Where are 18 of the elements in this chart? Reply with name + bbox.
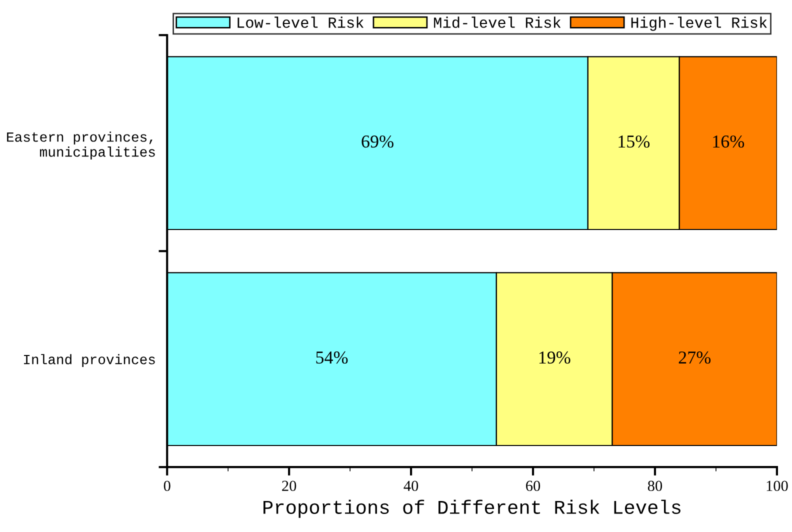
x-tick-label: 20 [282, 480, 296, 492]
data-label: 16% [713, 135, 744, 148]
x-axis-title: Proportions of Different Risk Levels [264, 500, 680, 518]
data-label: 27% [678, 351, 711, 364]
y-tick-label: Eastern provinces, municipalities [7, 132, 155, 160]
x-tick-label: 0 [164, 480, 170, 492]
x-tick-label: 80 [648, 480, 662, 492]
data-label: 69% [362, 135, 394, 148]
y-tick-label: Inland provinces [24, 354, 155, 368]
x-tick-label: 60 [526, 480, 540, 492]
legend-label: High-level Risk [631, 16, 767, 31]
x-tick-label: 40 [404, 480, 418, 492]
data-label: 15% [618, 135, 650, 148]
legend-label: Mid-level Risk [434, 16, 561, 28]
data-label: 54% [316, 351, 348, 364]
legend-label: Low-level Risk [238, 16, 364, 28]
data-label: 19% [539, 351, 570, 364]
x-tick-label: 100 [766, 480, 788, 492]
